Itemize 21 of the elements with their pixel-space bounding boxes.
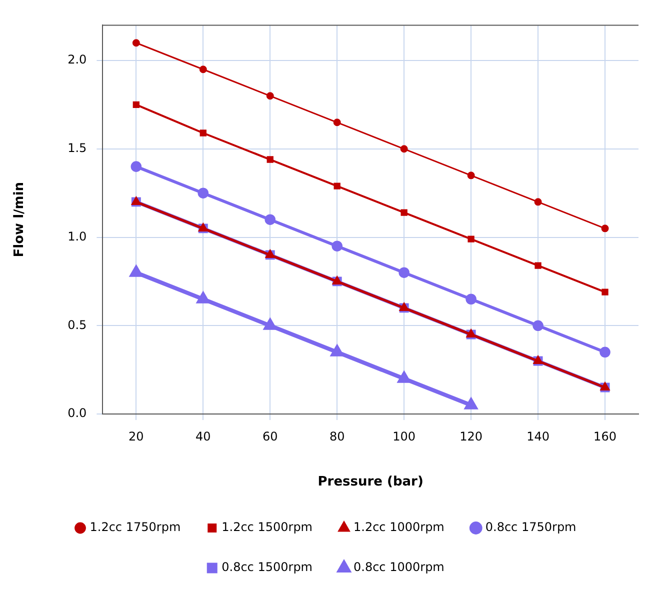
y-axis-title: Flow l/min bbox=[12, 182, 28, 258]
legend-label: 0.8cc 1500rpm bbox=[222, 560, 312, 574]
x-tick-label: 100 bbox=[392, 429, 416, 444]
legend-label: 1.2cc 1750rpm bbox=[90, 520, 181, 534]
x-tick-label: 40 bbox=[196, 429, 211, 444]
x-axis-title: Pressure (bar) bbox=[318, 474, 424, 490]
x-tick-label: 80 bbox=[329, 429, 345, 444]
x-tick-label: 60 bbox=[262, 429, 278, 444]
x-tick-label: 160 bbox=[594, 429, 616, 444]
x-tick-label: 120 bbox=[460, 429, 483, 444]
legend-label: 0.8cc 1750rpm bbox=[485, 520, 576, 534]
x-tick-label: 20 bbox=[128, 429, 144, 444]
legend-label: 0.8cc 1000rpm bbox=[354, 560, 444, 574]
legend-label: 1.2cc 1500rpm bbox=[222, 520, 312, 534]
y-tick-label: 1.0 bbox=[68, 229, 87, 244]
legend-label: 1.2cc 1000rpm bbox=[354, 520, 444, 534]
y-tick-label: 1.5 bbox=[68, 141, 87, 156]
y-tick-label: 0.5 bbox=[68, 318, 87, 332]
y-tick-label: 2.0 bbox=[68, 52, 87, 67]
y-tick-label: 0.0 bbox=[68, 406, 87, 420]
x-tick-label: 140 bbox=[526, 429, 550, 444]
